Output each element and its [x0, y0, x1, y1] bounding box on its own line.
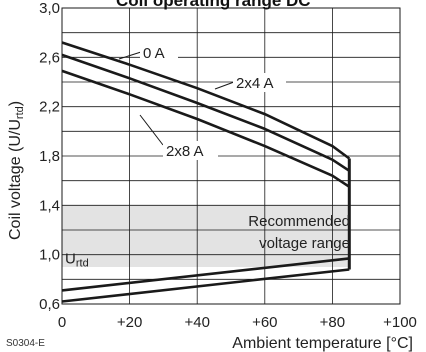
- y-tick-label: 1,0: [39, 247, 60, 264]
- recommended-range-label-line1: Recommended: [248, 213, 350, 230]
- plot-frame: [61, 7, 401, 305]
- grid: [62, 8, 400, 304]
- x-tick-label: +60: [252, 314, 277, 331]
- series-line-2: [61, 69, 351, 188]
- series-label-2x4a: 2x4 A: [236, 75, 274, 92]
- y-tick-label: 3,0: [39, 0, 60, 17]
- y-tick-label: 1,4: [39, 197, 60, 214]
- y-tick-labels: 0,6 1,0 1,4 1,8 2,2 2,6 3,0: [39, 0, 60, 313]
- urtd-label: Urtd: [65, 251, 89, 270]
- lower-limit-line-1: [61, 268, 350, 303]
- chart-title: Coil operating range DC: [116, 0, 311, 10]
- y-tick-label: 2,6: [39, 49, 60, 66]
- x-tick-label: +80: [320, 314, 345, 331]
- x-tick-label: +100: [383, 314, 417, 331]
- y-axis-label: Coil voltage (U/Urtd): [7, 101, 26, 240]
- x-axis-label: Ambient temperature [°C]: [232, 335, 413, 352]
- recommended-range-label-line2: voltage range: [259, 235, 350, 252]
- lower-limit-line-0: [61, 257, 350, 292]
- x-tick-label: +40: [184, 314, 209, 331]
- series-label-bg-0a: [140, 43, 178, 62]
- series-line-1: [61, 53, 351, 172]
- series-group: [61, 41, 351, 188]
- y-axis-label-sub: rtd: [14, 106, 26, 119]
- x-tick-labels: 0 +20 +40 +60 +80 +100: [58, 314, 417, 331]
- series-label-bg-2x8a: [163, 141, 218, 160]
- y-tick-label: 0,6: [39, 296, 60, 313]
- series-label-0a: 0 A: [143, 45, 165, 62]
- series-label-bg-2x4a: [233, 73, 286, 92]
- lower-limits-group: [61, 257, 350, 303]
- figure-code: S0304-E: [6, 338, 45, 349]
- series-line-0: [61, 41, 351, 160]
- recommended-range-band: [62, 205, 350, 267]
- series-label-2x8a: 2x8 A: [166, 143, 204, 160]
- x-tick-label: 0: [58, 314, 66, 331]
- y-tick-label: 1,8: [39, 148, 60, 165]
- urtd-label-sub: rtd: [76, 258, 89, 270]
- series-label-leader-0a: [118, 51, 142, 60]
- series-label-leader-2x4a: [214, 81, 235, 90]
- series-label-leader-2x8a: [139, 114, 164, 146]
- y-axis-label-end: ): [7, 101, 24, 106]
- y-tick-label: 2,2: [39, 99, 60, 116]
- x-tick-label: +20: [117, 314, 142, 331]
